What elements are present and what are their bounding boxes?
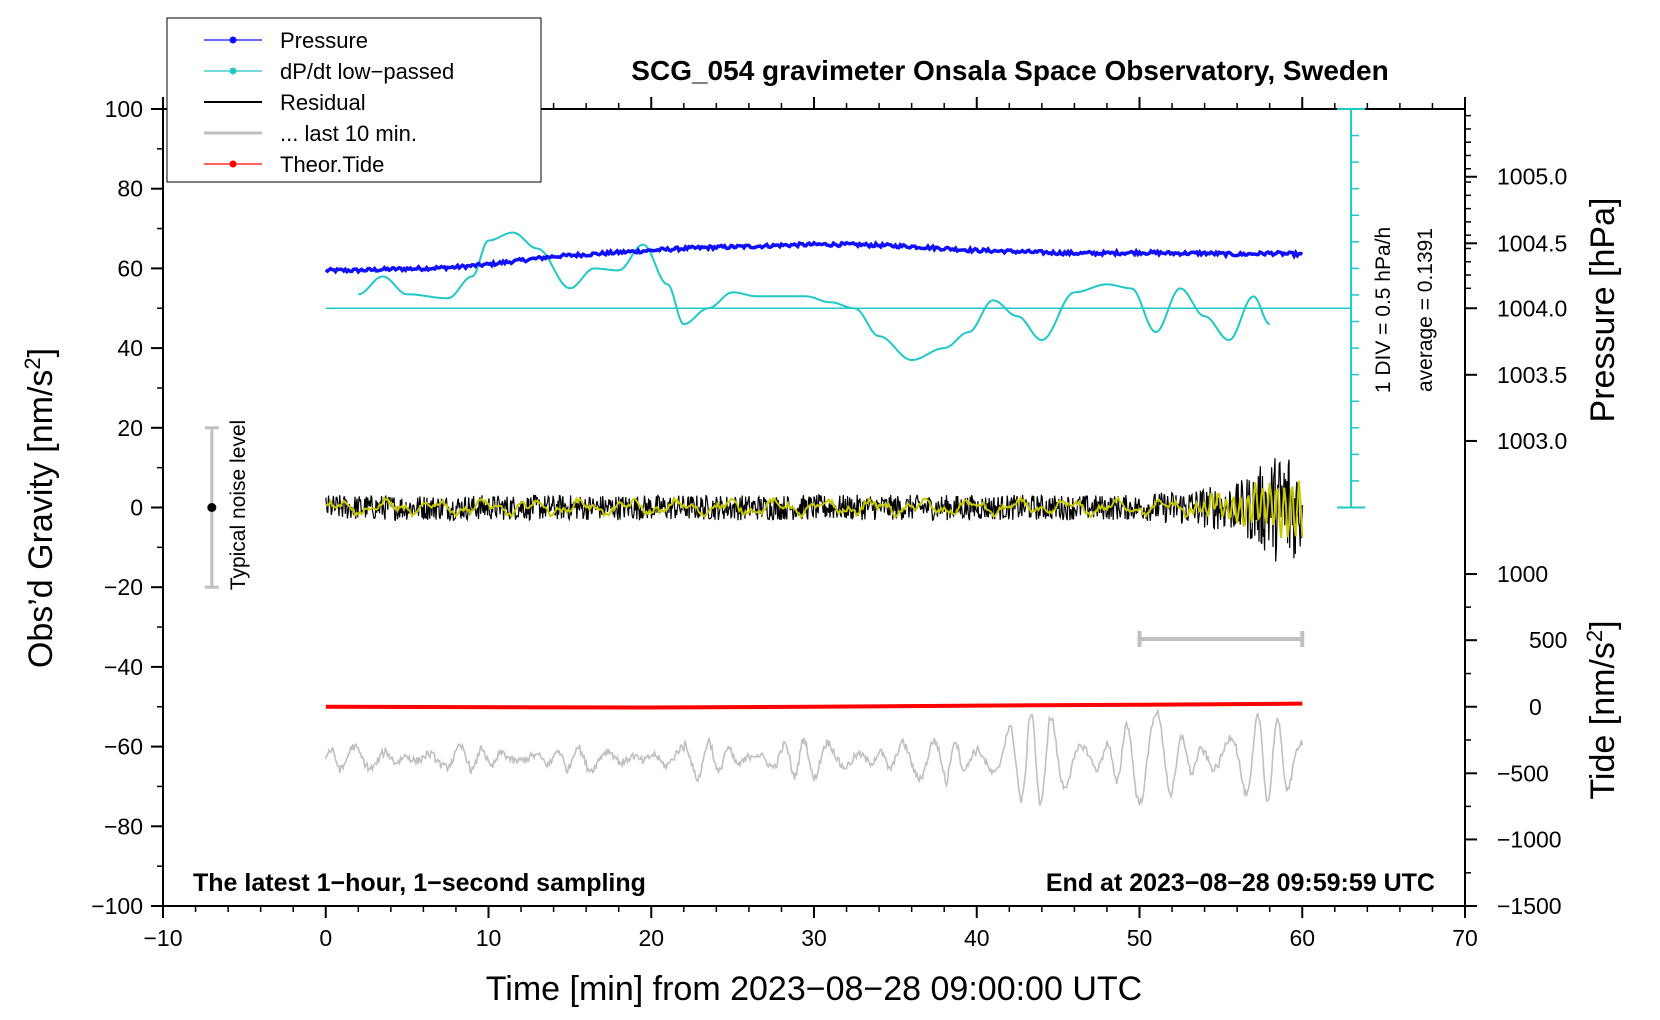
legend-items: Pressure dP/dt low−passed Residual ... last…: [204, 28, 454, 177]
x-tick-label: 50: [1127, 925, 1153, 951]
y-tick-label: −40: [104, 654, 143, 680]
x-tick-label: 70: [1452, 925, 1478, 951]
legend-label: Pressure: [280, 28, 368, 53]
pressure-series-line: [324, 240, 1304, 275]
scale-bar-label-div: 1 DIV = 0.5 hPa/h: [1372, 227, 1395, 393]
annotation-layer: [204, 108, 1366, 648]
legend-swatch-marker: [229, 67, 237, 75]
legend-label: Residual: [280, 90, 366, 115]
dpdt-series-line: [358, 231, 1271, 362]
last10-series-line: [325, 708, 1304, 806]
legend-label: Theor.Tide: [280, 152, 384, 177]
legend-label: dP/dt low−passed: [280, 59, 454, 84]
pressure-tick-label: 1003.0: [1497, 428, 1567, 454]
tide-axis-title-main: Tide [nm/s: [1584, 642, 1622, 799]
tide-tick-label: −1000: [1497, 826, 1562, 852]
y-tick-label: 80: [117, 176, 143, 202]
tide-tick-label: 0: [1529, 694, 1542, 720]
residual-smoothed-series-line: [325, 480, 1304, 538]
tide-tick-label: −500: [1497, 760, 1549, 786]
y-tick-label: −20: [104, 574, 143, 600]
legend-swatch-marker: [229, 36, 237, 44]
y-tick-label: −100: [91, 893, 143, 919]
scale-bar-label-average: average = 0.1391: [1414, 228, 1437, 392]
note-left: The latest 1−hour, 1−second sampling: [193, 869, 646, 897]
tide-tick-label: −1500: [1497, 893, 1562, 919]
y-tick-label: 60: [117, 255, 143, 281]
y-tick-label: 40: [117, 335, 143, 361]
x-tick-label: 60: [1289, 925, 1315, 951]
legend-swatch-marker: [229, 160, 237, 168]
pressure-tick-label: 1004.0: [1497, 295, 1567, 321]
y-tick-label: −60: [104, 734, 143, 760]
y-tick-label: 20: [117, 415, 143, 441]
x-tick-label: 20: [638, 925, 664, 951]
y-axis-title: Obs’d Gravity [nm/s2]: [20, 348, 60, 668]
tick-layer: −10 0 10 20 30 40 50 60 70−100−80−60−40−20020406…: [91, 96, 1567, 951]
note-right: End at 2023−08−28 09:59:59 UTC: [1046, 869, 1435, 897]
x-tick-label: 30: [801, 925, 827, 951]
noise-bar-dot: [207, 503, 217, 512]
tide-tick-label: 500: [1529, 627, 1567, 653]
x-tick-label: 10: [476, 925, 502, 951]
y-tick-label: 100: [105, 96, 143, 122]
residual-series-line: [325, 458, 1303, 562]
y-tick-label: 0: [130, 495, 143, 521]
legend: Pressure dP/dt low−passed Residual ... last…: [166, 17, 542, 183]
tide-tick-label: 1000: [1497, 561, 1548, 587]
legend-label: ... last 10 min.: [280, 121, 417, 146]
chart-title: SCG_054 gravimeter Onsala Space Observat…: [631, 55, 1388, 86]
tide-axis-title-end: ]: [1584, 620, 1622, 629]
y-axis-title-main: Obs’d Gravity [nm/s: [22, 370, 60, 669]
pressure-axis-title: Pressure [hPa]: [1584, 198, 1622, 423]
series-layer: [324, 231, 1352, 806]
pressure-tick-label: 1003.5: [1497, 362, 1567, 388]
y-axis-title-end: ]: [22, 348, 60, 357]
legend-box: [166, 17, 542, 183]
tide-axis-title-sup: 2: [1582, 630, 1607, 642]
y-tick-label: −80: [104, 813, 143, 839]
x-axis-title: Time [min] from 2023−08−28 09:00:00 UTC: [486, 970, 1142, 1008]
typical-noise-label: Typical noise level: [227, 420, 250, 590]
pressure-tick-label: 1005.0: [1497, 164, 1567, 190]
x-tick-label: 0: [319, 925, 332, 951]
y-axis-title-sup: 2: [20, 357, 45, 369]
tide-axis-title: Tide [nm/s2]: [1582, 620, 1622, 799]
pressure-tick-label: 1004.5: [1497, 230, 1567, 256]
x-tick-label: 40: [964, 925, 990, 951]
tide-series-line: [325, 701, 1303, 710]
x-tick-label: −10: [143, 925, 182, 951]
